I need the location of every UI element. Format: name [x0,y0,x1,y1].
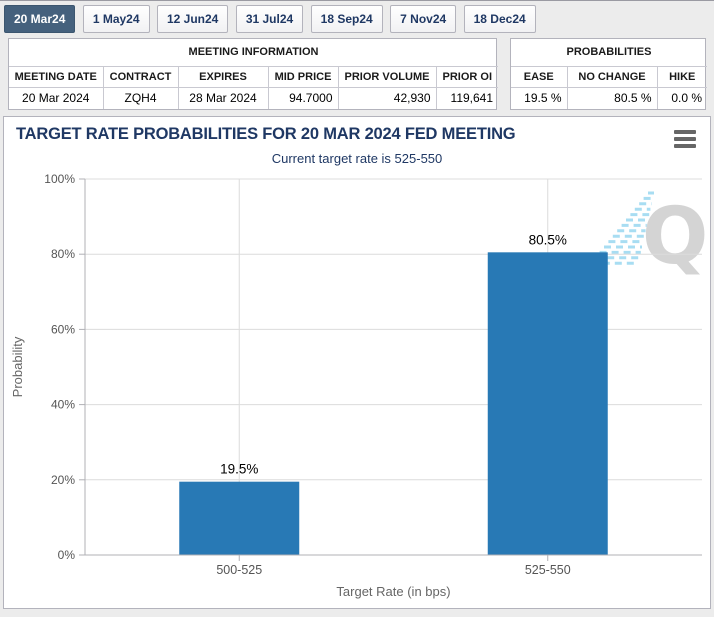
quikstrike-watermark-q: Q [642,192,708,282]
chart-menu-button[interactable] [674,129,698,149]
probabilities-table: PROBABILITIES EASE NO CHANGE HIKE 19.5 %… [511,39,708,109]
tab-1-may24[interactable]: 1 May24 [82,5,150,33]
ytick-label: 80% [51,247,75,261]
meeting-information-panel: MEETING INFORMATION MEETING DATE CONTRAC… [8,38,499,110]
contract-value: ZQH4 [102,86,179,109]
col-prior-volume: PRIOR VOLUME [337,65,437,88]
hamburger-icon [674,130,696,134]
chart-title: TARGET RATE PROBABILITIES FOR 20 MAR 202… [16,125,516,143]
meeting-information-title: MEETING INFORMATION [9,39,499,67]
xtick-label: 525-550 [525,563,571,577]
probabilities-panel: PROBABILITIES EASE NO CHANGE HIKE 19.5 %… [510,38,708,110]
no-change-value: 80.5 % [566,86,658,109]
chart-subtitle: Current target rate is 525-550 [271,151,443,166]
tab-20-mar24[interactable]: 20 Mar24 [4,5,76,33]
probabilities-header-row: EASE NO CHANGE HIKE [511,65,708,88]
col-prior-oi: PRIOR OI [435,65,499,88]
xtick-label: 500-525 [216,563,262,577]
bar-value-label: 80.5% [529,232,567,247]
col-meeting-date: MEETING DATE [9,65,104,88]
probabilities-title: PROBABILITIES [511,39,708,67]
probabilities-value-row: 19.5 % 80.5 % 0.0 % [511,86,708,109]
hike-value: 0.0 % [656,86,708,109]
tab-31-jul24[interactable]: 31 Jul24 [235,5,304,33]
tab-18-dec24[interactable]: 18 Dec24 [463,5,536,33]
probability-bar-chart: Q 0% 20% 40% 60% 80% 100% 19.5% 500-525 80.5% 525-… [10,172,708,599]
ytick-label: 0% [58,548,76,562]
prior-oi-value: 119,641 [435,86,499,109]
ease-value: 19.5 % [511,86,568,109]
bar-value-label: 19.5% [220,462,258,477]
meeting-info-header-row: MEETING DATE CONTRACT EXPIRES MID PRICE … [9,65,499,88]
target-rate-chart-panel: TARGET RATE PROBABILITIES FOR 20 MAR 202… [3,116,711,609]
meeting-info-value-row: 20 Mar 2024 ZQH4 28 Mar 2024 94.7000 42,… [9,86,499,109]
col-hike: HIKE [656,65,708,88]
ytick-label: 40% [51,398,75,412]
x-axis-title: Target Rate (in bps) [336,584,450,599]
ytick-label: 60% [51,322,75,336]
col-contract: CONTRACT [102,65,179,88]
meeting-date-value: 20 Mar 2024 [9,86,104,109]
ytick-label: 20% [51,473,75,487]
expires-value: 28 Mar 2024 [177,86,269,109]
tab-18-sep24[interactable]: 18 Sep24 [310,5,383,33]
col-ease: EASE [511,65,568,88]
tab-12-jun24[interactable]: 12 Jun24 [156,5,229,33]
col-no-change: NO CHANGE [566,65,658,88]
meeting-tabbar: 20 Mar24 1 May24 12 Jun24 31 Jul24 18 Se… [4,5,539,35]
ytick-label: 100% [44,172,75,186]
prior-volume-value: 42,930 [337,86,437,109]
tab-7-nov24[interactable]: 7 Nov24 [390,5,457,33]
y-axis-title: Probability [10,336,25,397]
bar-500-525[interactable] [179,481,300,555]
mid-price-value: 94.7000 [267,86,339,109]
bar-525-550[interactable] [487,252,608,555]
col-mid-price: MID PRICE [267,65,339,88]
meeting-information-table: MEETING INFORMATION MEETING DATE CONTRAC… [9,39,499,109]
col-expires: EXPIRES [177,65,269,88]
